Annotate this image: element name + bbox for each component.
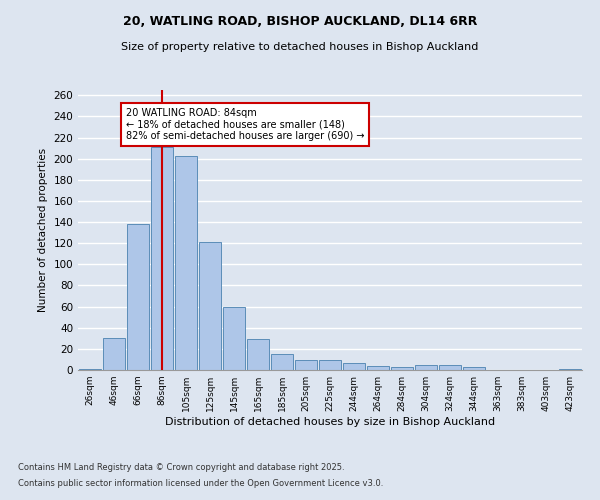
Bar [175, 156, 197, 370]
Bar [319, 360, 341, 370]
Bar [199, 242, 221, 370]
Text: 20 WATLING ROAD: 84sqm
← 18% of detached houses are smaller (148)
82% of semi-de: 20 WATLING ROAD: 84sqm ← 18% of detached… [126, 108, 365, 141]
Bar [127, 224, 149, 370]
X-axis label: Distribution of detached houses by size in Bishop Auckland: Distribution of detached houses by size … [165, 417, 495, 427]
Y-axis label: Number of detached properties: Number of detached properties [38, 148, 48, 312]
Bar [79, 369, 101, 370]
Bar [223, 306, 245, 370]
Text: Size of property relative to detached houses in Bishop Auckland: Size of property relative to detached ho… [121, 42, 479, 52]
Text: Contains HM Land Registry data © Crown copyright and database right 2025.: Contains HM Land Registry data © Crown c… [18, 464, 344, 472]
Bar [103, 338, 125, 370]
Text: 20, WATLING ROAD, BISHOP AUCKLAND, DL14 6RR: 20, WATLING ROAD, BISHOP AUCKLAND, DL14 … [123, 15, 477, 28]
Bar [463, 367, 485, 370]
Bar [367, 366, 389, 370]
Text: Contains public sector information licensed under the Open Government Licence v3: Contains public sector information licen… [18, 478, 383, 488]
Bar [559, 369, 581, 370]
Bar [439, 364, 461, 370]
Bar [247, 340, 269, 370]
Bar [343, 362, 365, 370]
Bar [415, 364, 437, 370]
Bar [295, 360, 317, 370]
Bar [391, 367, 413, 370]
Bar [151, 147, 173, 370]
Bar [271, 354, 293, 370]
